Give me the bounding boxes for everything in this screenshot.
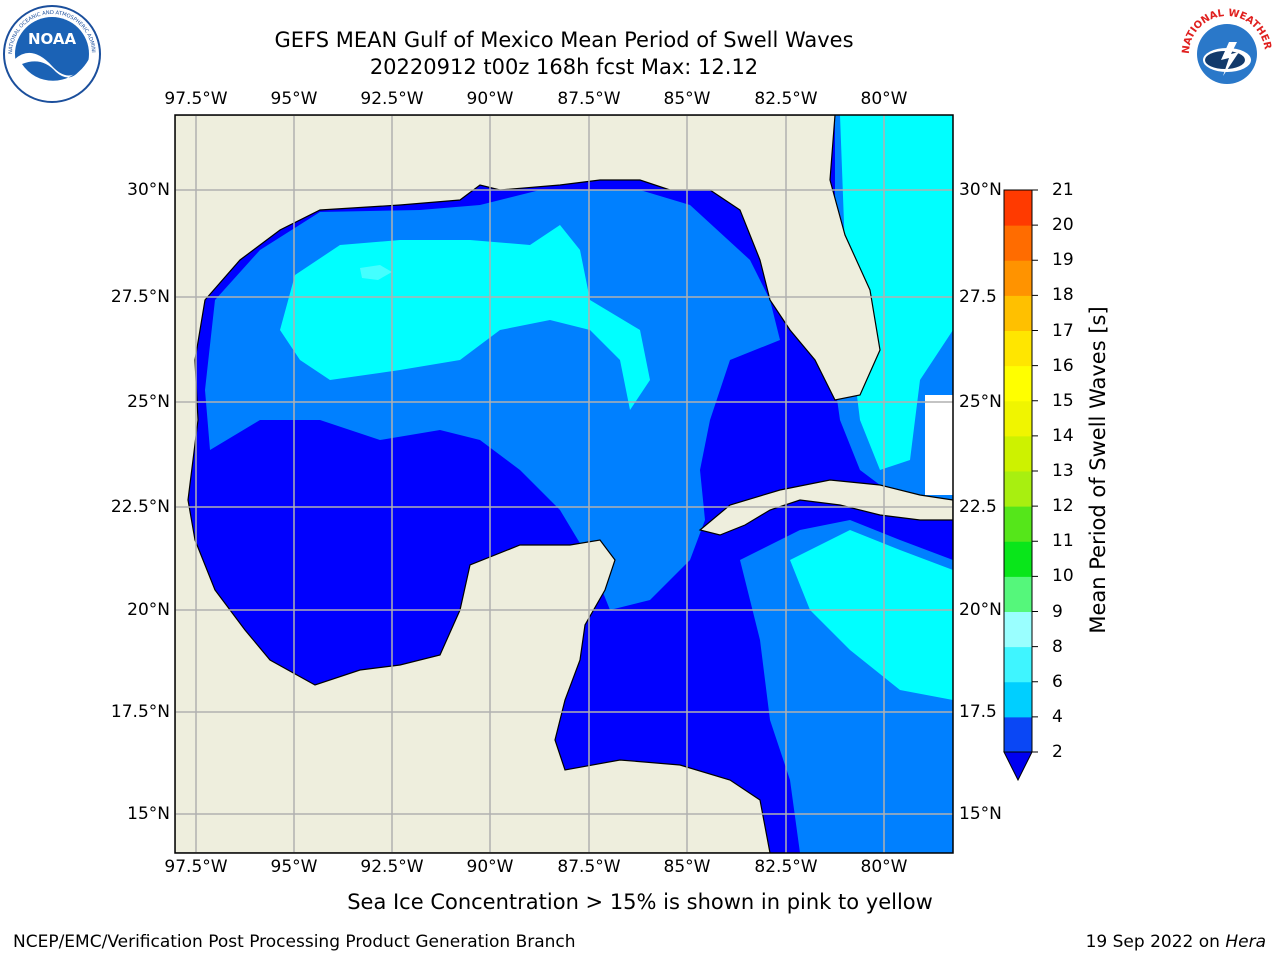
- colorbar-tick-label: 8: [1052, 636, 1063, 657]
- colorbar-tick-label: 10: [1052, 566, 1074, 587]
- sea-ice-note: Sea Ice Concentration > 15% is shown in …: [0, 890, 1280, 914]
- colorbar-segment: [1004, 435, 1032, 472]
- lon-label-top: 87.5°W: [557, 89, 621, 109]
- lat-label-right: 22.5: [959, 497, 997, 517]
- footer-date-text: 19 Sep 2022 on: [1085, 932, 1220, 952]
- colorbar-tick-label: 18: [1052, 285, 1074, 306]
- colorbar-segment: [1004, 400, 1032, 437]
- lat-label-left: 22.5°N: [110, 497, 170, 517]
- colorbar-segment: [1004, 611, 1032, 648]
- lat-label-left: 15°N: [127, 804, 170, 824]
- lon-label-top: 92.5°W: [360, 89, 424, 109]
- period-6-8-zone: [790, 530, 953, 700]
- lon-label-bottom: 80°W: [860, 857, 908, 877]
- colorbar-segment: [1004, 646, 1032, 683]
- lon-label-bottom: 90°W: [466, 857, 514, 877]
- lon-label-top: 82.5°W: [754, 89, 818, 109]
- lon-label-bottom: 97.5°W: [164, 857, 228, 877]
- lon-label-top: 80°W: [860, 89, 908, 109]
- colorbar-segment: [1004, 260, 1032, 296]
- lat-label-right: 17.5: [959, 702, 997, 722]
- colorbar-tick-label: 16: [1052, 355, 1074, 376]
- colorbar-tick-label: 21: [1052, 180, 1074, 200]
- footer-credit: NCEP/EMC/Verification Post Processing Pr…: [13, 932, 576, 952]
- colorbar: [1003, 189, 1038, 782]
- colorbar-tick-label: 20: [1052, 215, 1074, 236]
- period-6-8-zone: [840, 115, 953, 470]
- no-data-area: [925, 395, 953, 495]
- colorbar-segment: [1004, 330, 1032, 367]
- lat-label-right: 25°N: [959, 392, 1002, 412]
- map-subtitle: 20220912 t00z 168h fcst Max: 12.12: [369, 55, 759, 79]
- map-title: GEFS MEAN Gulf of Mexico Mean Period of …: [274, 28, 854, 52]
- colorbar-tick-label: 13: [1052, 461, 1074, 481]
- colorbar-tick-label: 11: [1052, 531, 1074, 552]
- colorbar-tick-label: 12: [1052, 496, 1074, 517]
- lat-label-right: 15°N: [959, 804, 1002, 824]
- lon-label-top: 85°W: [663, 89, 711, 109]
- colorbar-segment: [1004, 716, 1032, 753]
- colorbar-tick-label: 14: [1052, 425, 1074, 446]
- colorbar-segment: [1004, 506, 1032, 542]
- colorbar-tick-label: 6: [1052, 671, 1063, 692]
- lat-label-right: 30°N: [959, 180, 1002, 200]
- noaa-logo-text: NOAA: [28, 30, 77, 48]
- colorbar-label: Mean Period of Swell Waves [s]: [1086, 306, 1110, 634]
- colorbar-segment: [1004, 576, 1032, 612]
- lon-label-top: 90°W: [466, 89, 514, 109]
- lat-label-left: 17.5°N: [110, 702, 170, 722]
- colorbar-segment: [1004, 471, 1032, 507]
- lat-label-left: 20°N: [127, 600, 170, 620]
- period-8-9-zone: [360, 265, 392, 280]
- lon-label-top: 97.5°W: [164, 89, 228, 109]
- lon-label-bottom: 85°W: [663, 857, 711, 877]
- colorbar-tick-label: 4: [1052, 706, 1063, 727]
- lat-label-right: 20°N: [959, 600, 1002, 620]
- lon-label-bottom: 87.5°W: [557, 857, 621, 877]
- lat-label-left: 25°N: [127, 392, 170, 412]
- lon-label-bottom: 92.5°W: [360, 857, 424, 877]
- colorbar-tick-label: 15: [1052, 390, 1074, 411]
- lat-label-left: 30°N: [127, 180, 170, 200]
- colorbar-tick-label: 9: [1052, 601, 1063, 622]
- noaa-logo: NOAA NATIONAL OCEANIC AND ATMOSPHERIC AD…: [2, 4, 101, 103]
- colorbar-segment: [1004, 365, 1032, 402]
- footer-host: Hera: [1225, 932, 1266, 952]
- footer-date: 19 Sep 2022 on Hera: [1086, 932, 1266, 952]
- colorbar-segment: [1004, 225, 1032, 261]
- lon-label-bottom: 82.5°W: [754, 857, 818, 877]
- colorbar-tick-label: 2: [1052, 742, 1063, 762]
- land-us-mexico: [175, 115, 881, 853]
- lat-label-right: 27.5: [959, 287, 997, 307]
- colorbar-extend-arrow: [1003, 751, 1033, 782]
- land-cuba: [698, 479, 953, 536]
- colorbar-segment: [1004, 190, 1032, 226]
- colorbar-segment: [1004, 295, 1032, 331]
- colorbar-tick-label: 17: [1052, 320, 1074, 341]
- lat-label-left: 27.5°N: [110, 287, 170, 307]
- colorbar-tick-label: 19: [1052, 250, 1074, 271]
- sea-ice-note-text: Sea Ice Concentration > 15% is shown in …: [347, 890, 933, 914]
- lon-label-top: 95°W: [270, 89, 318, 109]
- colorbar-segment: [1004, 681, 1032, 718]
- lon-label-bottom: 95°W: [270, 857, 318, 877]
- map-frame: [174, 114, 954, 854]
- nws-logo: NATIONAL WEATHER SERVICE: [1177, 4, 1275, 102]
- colorbar-segment: [1004, 541, 1032, 577]
- gridlines: [175, 115, 953, 853]
